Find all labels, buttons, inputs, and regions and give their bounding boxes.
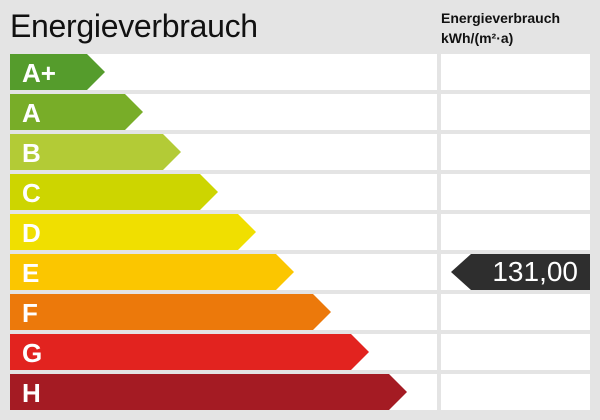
class-label: D	[22, 218, 41, 248]
consumption-value: 131,00	[492, 256, 578, 287]
class-bar-d: D	[10, 214, 256, 250]
column-header: Energieverbrauch kWh/(m²·a)	[441, 8, 560, 48]
value-cell	[441, 134, 590, 170]
class-label: H	[22, 378, 41, 408]
class-label: B	[22, 138, 41, 168]
value-cell	[441, 214, 590, 250]
page-title: Energieverbrauch	[10, 8, 258, 44]
value-cell	[441, 334, 590, 370]
value-cell	[441, 174, 590, 210]
class-bar-f: F	[10, 294, 331, 330]
consumption-indicator: 131,00	[451, 254, 590, 290]
class-bar-e: E	[10, 254, 294, 290]
class-bar-a-plus: A+	[10, 54, 105, 90]
value-cell	[441, 94, 590, 130]
class-label: G	[22, 338, 43, 368]
class-bar-a: A	[10, 94, 143, 130]
value-cell	[441, 294, 590, 330]
class-bar-h: H	[10, 374, 407, 410]
class-label: E	[22, 258, 40, 288]
class-label: A	[22, 98, 41, 128]
column-header-label: Energieverbrauch	[441, 10, 561, 26]
class-bar-c: C	[10, 174, 218, 210]
class-label: F	[22, 298, 38, 328]
class-label: A+	[22, 58, 56, 88]
value-cell	[441, 374, 590, 410]
class-bar-b: B	[10, 134, 181, 170]
class-bar-g: G	[10, 334, 369, 370]
value-cell	[441, 54, 590, 90]
class-label: C	[22, 178, 41, 208]
column-header-unit: kWh/(m²·a)	[441, 30, 514, 46]
